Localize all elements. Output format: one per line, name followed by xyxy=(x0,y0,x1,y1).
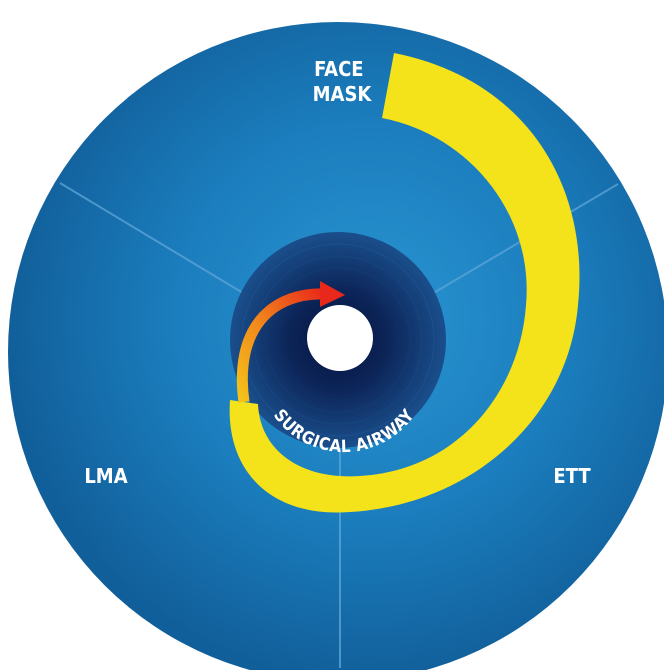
lma-label: LMA xyxy=(84,464,127,488)
face-mask-label: FACE MASK xyxy=(313,57,373,106)
spiral-arrow xyxy=(236,288,327,403)
ett-label: ETT xyxy=(553,464,591,488)
arrow-head xyxy=(320,281,345,307)
center-hole xyxy=(307,305,373,371)
face-mask-label-line-1: FACE xyxy=(314,57,363,81)
yellow-spiral-band xyxy=(229,53,580,513)
divider-face-mask-lma xyxy=(59,182,249,297)
face-mask-label-line-2: MASK xyxy=(313,82,373,106)
